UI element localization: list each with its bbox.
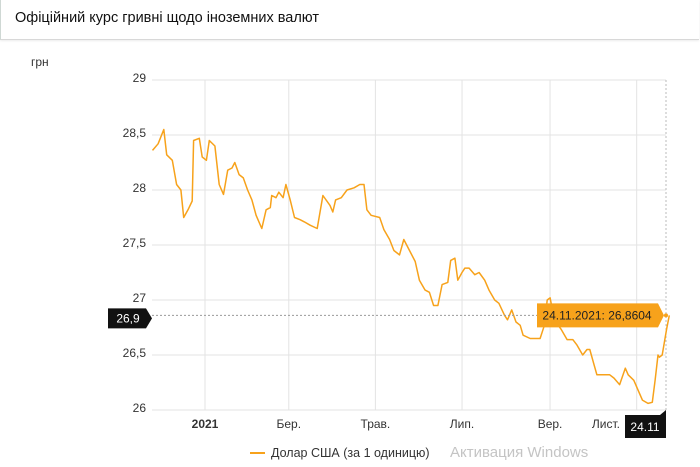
x-tick-label: 2021 xyxy=(192,417,219,431)
page-title: Офіційний курс гривні щодо іноземних вал… xyxy=(15,10,320,26)
y-tick-label: 26,5 xyxy=(123,346,147,360)
x-tick-label: Вер. xyxy=(538,417,563,431)
y-tick-label: 26 xyxy=(133,401,147,415)
crosshair-y-label-box xyxy=(108,308,152,329)
legend-label: Долар США (за 1 одиницю) xyxy=(271,446,430,460)
y-tick-label: 28 xyxy=(133,181,147,195)
y-tick-label: 28,5 xyxy=(123,126,147,140)
tooltip-box xyxy=(537,303,664,328)
y-tick-label: 27,5 xyxy=(123,236,147,250)
windows-activation-watermark: Активация Windows xyxy=(450,444,589,461)
x-tick-label: Трав. xyxy=(361,417,391,431)
legend-item-usd[interactable]: Долар США (за 1 одиницю) xyxy=(250,446,430,460)
x-tick-label: Бер. xyxy=(276,417,301,431)
x-tick-label: Лист. xyxy=(592,417,620,431)
crosshair-x-label-box xyxy=(625,410,666,438)
x-tick-label: Лип. xyxy=(450,417,474,431)
crosshair-y-label: 26,9 xyxy=(116,311,140,325)
hover-point xyxy=(664,313,668,318)
y-tick-label: 27 xyxy=(133,291,147,305)
y-axis-unit-label: грн xyxy=(31,55,49,69)
tooltip-text: 24.11.2021: 26,8604 xyxy=(542,308,652,322)
y-tick-label: 29 xyxy=(133,71,147,85)
header-bar: Офіційний курс гривні щодо іноземних вал… xyxy=(0,0,699,40)
legend-line-icon xyxy=(250,452,265,454)
crosshair-x-label: 24.11 xyxy=(630,420,659,434)
usd-series-line xyxy=(151,128,671,405)
